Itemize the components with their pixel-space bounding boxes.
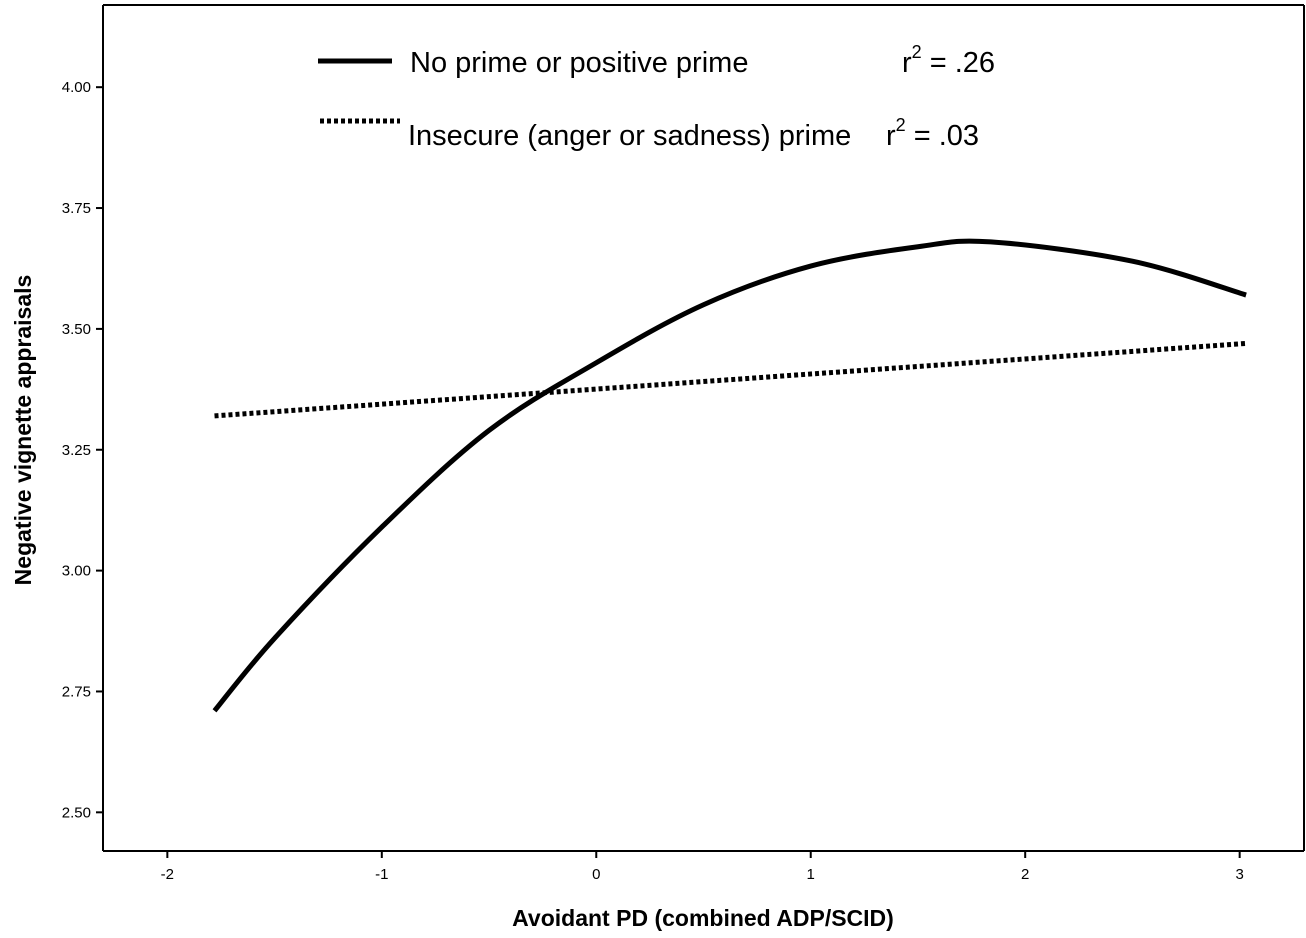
- x-tick-label: -2: [161, 866, 174, 883]
- x-tick-label: 3: [1235, 866, 1243, 883]
- legend-r2-sup-0: 2: [912, 42, 922, 62]
- y-tick-label: 2.75: [62, 683, 91, 700]
- legend-r2-1: r2 = .03: [886, 115, 979, 152]
- y-tick-label: 3.00: [62, 563, 91, 580]
- legend-label-0: No prime or positive prime: [410, 47, 748, 79]
- x-ticks: -2 -1 0 1 2 3: [161, 851, 1244, 883]
- series-group: [212, 238, 1247, 713]
- x-tick-label: 1: [807, 866, 815, 883]
- x-tick-label: 0: [592, 866, 600, 883]
- series-line-0: [212, 238, 1247, 713]
- y-axis-title: Negative vignette appraisals: [10, 275, 36, 586]
- legend-r2-letter-1: r: [886, 120, 896, 152]
- y-tick-label: 3.75: [62, 200, 91, 217]
- legend-r2-value-0: = .26: [922, 47, 995, 79]
- axes: [102, 4, 1305, 852]
- legend-r2-0: r2 = .26: [902, 42, 995, 79]
- legend: No prime or positive prime r2 = .26 Inse…: [318, 42, 995, 152]
- x-tick-label: 2: [1021, 866, 1029, 883]
- legend-label-1: Insecure (anger or sadness) prime: [408, 120, 851, 152]
- legend-r2-sup-1: 2: [896, 115, 906, 135]
- series-line-1: [214, 340, 1247, 419]
- y-tick-label: 2.50: [62, 804, 91, 821]
- x-axis-title: Avoidant PD (combined ADP/SCID): [512, 905, 894, 931]
- x-tick-label: -1: [375, 866, 388, 883]
- legend-r2-letter-0: r: [902, 47, 912, 79]
- y-tick-label: 4.00: [62, 79, 91, 96]
- y-tick-label: 3.25: [62, 442, 91, 459]
- y-ticks: 2.50 2.75 3.00 3.25 3.50 3.75 4.00: [62, 79, 103, 821]
- y-tick-label: 3.50: [62, 321, 91, 338]
- legend-r2-value-1: = .03: [906, 120, 979, 152]
